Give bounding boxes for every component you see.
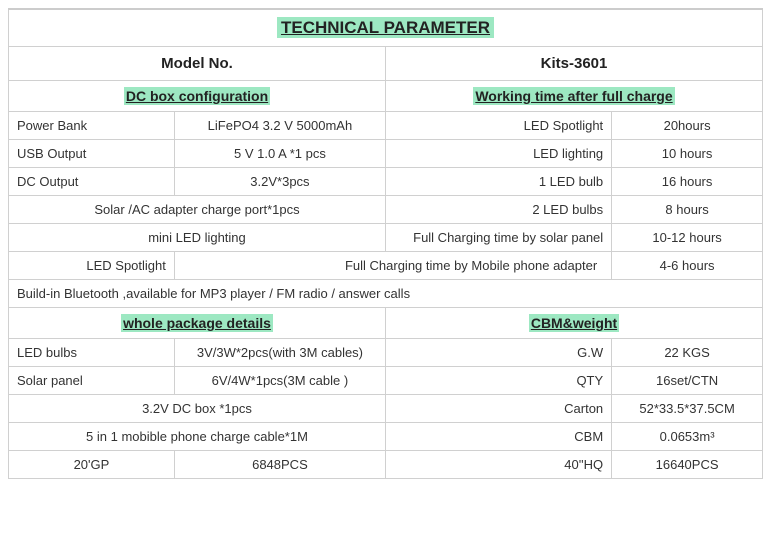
cell: 20'GP	[9, 451, 175, 479]
cell: LED Spotlight	[9, 252, 175, 280]
cell: LiFePO4 3.2 V 5000mAh	[174, 112, 385, 140]
header-model-no: Model No.	[9, 47, 386, 81]
cell: G.W	[385, 339, 611, 367]
cell: Power Bank	[9, 112, 175, 140]
cell: Full Charging time by Mobile phone adapt…	[174, 252, 611, 280]
cell: 16set/CTN	[612, 367, 763, 395]
cell: LED Spotlight	[385, 112, 611, 140]
section-whole-pkg: whole package details	[9, 308, 386, 339]
cell: Solar /AC adapter charge port*1pcs	[9, 196, 386, 224]
section-cbm: CBM&weight	[385, 308, 762, 339]
cell: 22 KGS	[612, 339, 763, 367]
cell: 1 LED bulb	[385, 168, 611, 196]
cell: LED bulbs	[9, 339, 175, 367]
cell: Solar panel	[9, 367, 175, 395]
cell: 10 hours	[612, 140, 763, 168]
cell: Full Charging time by solar panel	[385, 224, 611, 252]
cell: 20hours	[612, 112, 763, 140]
cell: 4-6 hours	[612, 252, 763, 280]
section-dc-box: DC box configuration	[9, 81, 386, 112]
header-model-value: Kits-3601	[385, 47, 762, 81]
cell: 3.2V*3pcs	[174, 168, 385, 196]
cell: 16640PCS	[612, 451, 763, 479]
cell: 10-12 hours	[612, 224, 763, 252]
cell: 8 hours	[612, 196, 763, 224]
cell: 5 V 1.0 A *1 pcs	[174, 140, 385, 168]
cell: QTY	[385, 367, 611, 395]
cell: DC Output	[9, 168, 175, 196]
cell: 2 LED bulbs	[385, 196, 611, 224]
cell: LED lighting	[385, 140, 611, 168]
cell: 6V/4W*1pcs(3M cable )	[174, 367, 385, 395]
cell: Carton	[385, 395, 611, 423]
cell: 16 hours	[612, 168, 763, 196]
table-title: TECHNICAL PARAMETER	[277, 17, 494, 38]
cell: USB Output	[9, 140, 175, 168]
cell: 0.0653m³	[612, 423, 763, 451]
section-working-time: Working time after full charge	[385, 81, 762, 112]
cell: 40''HQ	[385, 451, 611, 479]
cell: 3V/3W*2pcs(with 3M cables)	[174, 339, 385, 367]
cell: Build-in Bluetooth ,available for MP3 pl…	[9, 280, 763, 308]
cell: CBM	[385, 423, 611, 451]
cell: 3.2V DC box *1pcs	[9, 395, 386, 423]
technical-parameter-table: TECHNICAL PARAMETER Model No. Kits-3601 …	[8, 8, 763, 479]
cell: 5 in 1 mobible phone charge cable*1M	[9, 423, 386, 451]
cell: mini LED lighting	[9, 224, 386, 252]
table-title-cell: TECHNICAL PARAMETER	[9, 9, 763, 47]
cell: 6848PCS	[174, 451, 385, 479]
cell: 52*33.5*37.5CM	[612, 395, 763, 423]
